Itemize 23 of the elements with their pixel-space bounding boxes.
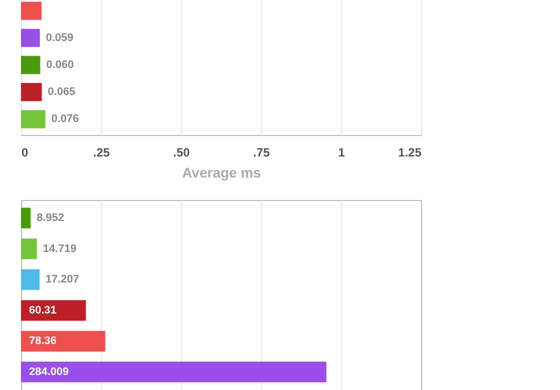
bar	[21, 300, 86, 321]
x-axis-title: Average ms	[182, 164, 262, 180]
data-label: 0.059	[46, 32, 74, 44]
data-label: 17.207	[46, 274, 80, 286]
bar	[21, 269, 40, 290]
data-label: 0.076	[51, 113, 79, 126]
x-tick-label: .25	[93, 146, 110, 160]
data-label: 8.952	[36, 212, 64, 224]
bar	[21, 208, 31, 228]
bar	[21, 362, 326, 382]
data-label: 284.009	[29, 366, 69, 378]
x-tick-label: 1	[338, 146, 346, 160]
x-tick-label: .75	[253, 146, 270, 160]
x-tick-label: .50	[173, 146, 190, 160]
bar	[21, 238, 37, 260]
data-label: 0.060	[46, 59, 74, 71]
bar	[21, 330, 106, 352]
data-label: 78.36	[29, 335, 57, 348]
data-label: 14.719	[42, 242, 76, 255]
data-label: 60.31	[29, 304, 57, 316]
data-label: 0.065	[48, 86, 76, 98]
x-tick-label: 1.25	[398, 146, 422, 160]
x-tick-label: 0	[22, 146, 28, 160]
